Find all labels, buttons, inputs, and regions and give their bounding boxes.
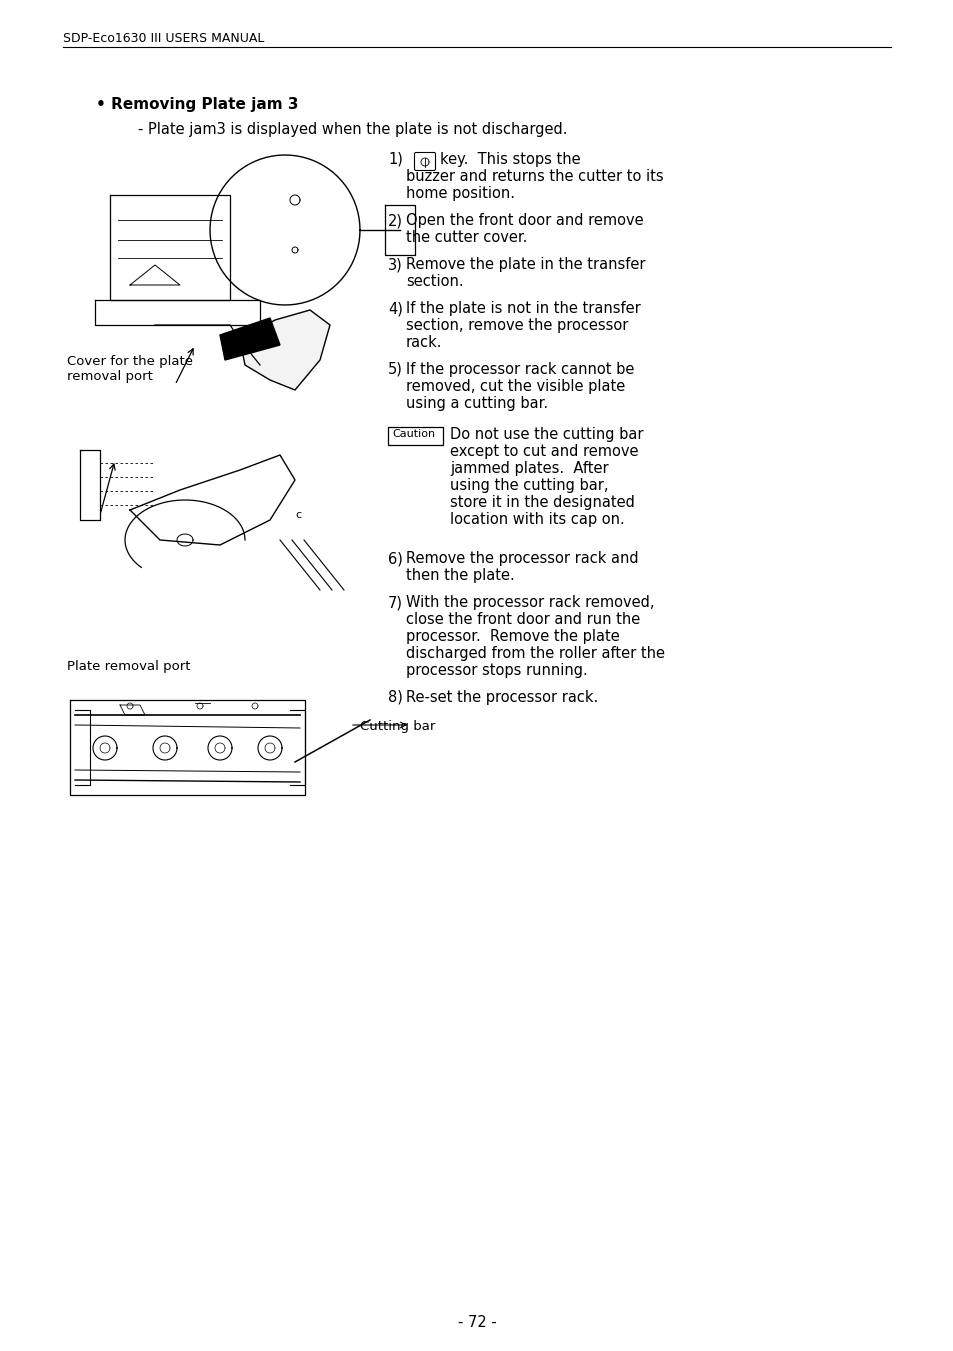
- Text: 1): 1): [388, 153, 402, 168]
- Text: section, remove the processor: section, remove the processor: [406, 317, 628, 332]
- Text: location with its cap on.: location with its cap on.: [450, 512, 624, 527]
- Text: Cover for the plate
removal port: Cover for the plate removal port: [67, 355, 193, 382]
- Text: 7): 7): [388, 594, 402, 611]
- Text: Cutting bar: Cutting bar: [359, 720, 435, 734]
- Text: If the processor rack cannot be: If the processor rack cannot be: [406, 362, 634, 377]
- Text: using the cutting bar,: using the cutting bar,: [450, 478, 608, 493]
- Text: removed, cut the visible plate: removed, cut the visible plate: [406, 380, 624, 394]
- Text: store it in the designated: store it in the designated: [450, 494, 634, 509]
- Polygon shape: [240, 309, 330, 390]
- Text: Re-set the processor rack.: Re-set the processor rack.: [406, 690, 598, 705]
- Text: 8): 8): [388, 690, 402, 705]
- Text: Remove the plate in the transfer: Remove the plate in the transfer: [406, 257, 645, 272]
- Text: 4): 4): [388, 301, 402, 316]
- Text: 5): 5): [388, 362, 402, 377]
- Text: • Removing Plate jam 3: • Removing Plate jam 3: [96, 97, 298, 112]
- Text: Do not use the cutting bar: Do not use the cutting bar: [450, 427, 643, 442]
- Text: buzzer and returns the cutter to its: buzzer and returns the cutter to its: [406, 169, 663, 184]
- Text: Plate removal port: Plate removal port: [67, 661, 191, 673]
- Text: section.: section.: [406, 274, 463, 289]
- Text: jammed plates.  After: jammed plates. After: [450, 461, 608, 476]
- Text: SDP-Eco1630 III USERS MANUAL: SDP-Eco1630 III USERS MANUAL: [63, 32, 264, 45]
- Text: - 72 -: - 72 -: [457, 1315, 496, 1329]
- Text: Open the front door and remove: Open the front door and remove: [406, 213, 643, 228]
- Text: except to cut and remove: except to cut and remove: [450, 444, 638, 459]
- Text: 6): 6): [388, 551, 402, 566]
- Text: processor stops running.: processor stops running.: [406, 663, 587, 678]
- Text: home position.: home position.: [406, 186, 515, 201]
- Text: 2): 2): [388, 213, 402, 228]
- Text: Caution: Caution: [392, 430, 435, 439]
- Text: Remove the processor rack and: Remove the processor rack and: [406, 551, 638, 566]
- Text: With the processor rack removed,: With the processor rack removed,: [406, 594, 654, 611]
- Text: then the plate.: then the plate.: [406, 567, 515, 584]
- Text: using a cutting bar.: using a cutting bar.: [406, 396, 548, 411]
- Text: processor.  Remove the plate: processor. Remove the plate: [406, 630, 619, 644]
- Bar: [388, 427, 442, 444]
- Text: - Plate jam3 is displayed when the plate is not discharged.: - Plate jam3 is displayed when the plate…: [138, 122, 567, 136]
- Text: 3): 3): [388, 257, 402, 272]
- FancyBboxPatch shape: [414, 153, 435, 170]
- Text: key.  This stops the: key. This stops the: [439, 153, 580, 168]
- Text: c: c: [294, 509, 301, 520]
- Polygon shape: [220, 317, 280, 359]
- Text: If the plate is not in the transfer: If the plate is not in the transfer: [406, 301, 640, 316]
- Text: close the front door and run the: close the front door and run the: [406, 612, 639, 627]
- Text: rack.: rack.: [406, 335, 442, 350]
- Text: the cutter cover.: the cutter cover.: [406, 230, 527, 245]
- Text: discharged from the roller after the: discharged from the roller after the: [406, 646, 664, 661]
